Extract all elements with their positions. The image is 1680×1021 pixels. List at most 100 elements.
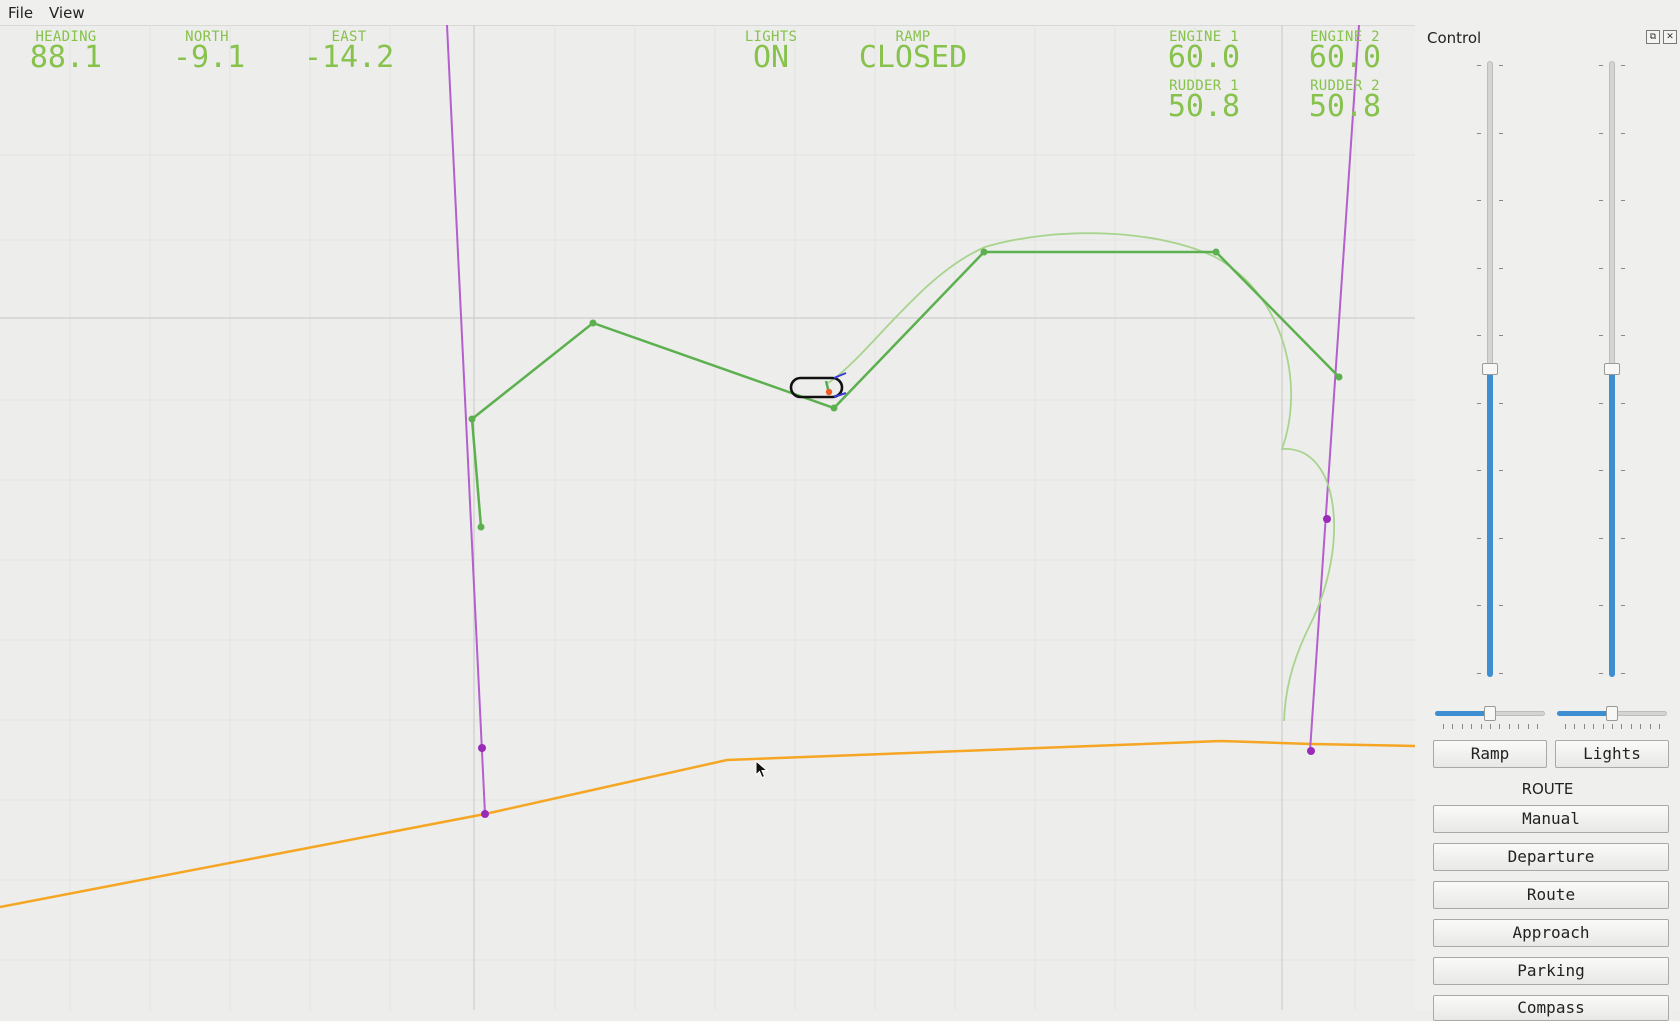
slider-tick	[1477, 335, 1481, 337]
slider-tick	[1499, 65, 1503, 66]
slider-tick	[1477, 402, 1481, 404]
slider-tick	[1621, 132, 1625, 134]
mouse-cursor-icon	[755, 760, 769, 779]
slider-tick	[1612, 724, 1613, 729]
boundary-markers	[478, 515, 1331, 818]
slider-tick	[1565, 724, 1566, 729]
engine-slider[interactable]	[1471, 61, 1511, 677]
slider-tick	[1477, 65, 1481, 66]
slider-tick	[1659, 724, 1660, 729]
slider-handle[interactable]	[1604, 363, 1620, 375]
navigation-map[interactable]	[0, 25, 1415, 1010]
readout-label: LIGHTS	[744, 29, 798, 45]
readout-label: HEADING	[35, 29, 97, 45]
rudder-slider[interactable]	[1593, 61, 1633, 677]
slider-tick	[1477, 537, 1481, 539]
slider-tick	[1599, 470, 1603, 472]
menu-bar: File View	[0, 0, 1680, 26]
boundary-line-east	[1309, 25, 1360, 752]
manual-button[interactable]: Manual	[1433, 805, 1669, 833]
approach-button[interactable]: Approach	[1433, 919, 1669, 947]
slider-tick	[1499, 335, 1503, 337]
compass-button[interactable]: Compass	[1433, 995, 1669, 1021]
slider-tick	[1621, 335, 1625, 337]
slider-tick	[1499, 267, 1503, 269]
close-icon[interactable]: ✕	[1663, 30, 1677, 44]
slider-tick	[1477, 267, 1481, 269]
planned-trajectory	[827, 232, 1335, 722]
ramp-button[interactable]: Ramp	[1433, 740, 1547, 768]
readout-value: 50.8	[1167, 89, 1241, 124]
slider-tick	[1593, 724, 1595, 729]
slider-tick	[1461, 724, 1463, 729]
slider-tick	[1640, 724, 1642, 729]
slider-tick	[1499, 470, 1503, 472]
slider-tick	[1621, 537, 1625, 539]
lights-button[interactable]: Lights	[1555, 740, 1669, 768]
slider-tick	[1599, 132, 1603, 134]
slider-tick	[1621, 402, 1625, 404]
slider-tick	[1518, 724, 1520, 729]
slider-fill	[1435, 711, 1490, 716]
slider-tick	[1599, 402, 1603, 404]
slider-tick	[1480, 724, 1482, 729]
readout-engine-1: ENGINE 1 60.0	[1156, 29, 1252, 73]
readout-label: RUDDER 2	[1310, 78, 1380, 94]
slider-handle[interactable]	[1606, 706, 1618, 721]
vessel-icon[interactable]	[789, 372, 847, 399]
slider-tick	[1599, 335, 1603, 337]
readout-label: NORTH	[185, 29, 229, 45]
slider-tick	[1499, 132, 1503, 134]
slider-tick	[1599, 537, 1603, 539]
readout-north: NORTH -9.1	[173, 29, 245, 73]
departure-button[interactable]: Departure	[1433, 843, 1669, 871]
readout-engine-2: ENGINE 2 60.0	[1297, 29, 1393, 73]
control-panel: Control ⧉ ✕ Ramp Lights ROUTE Manual Dep…	[1415, 25, 1680, 1021]
float-icon[interactable]: ⧉	[1646, 30, 1660, 44]
route-button[interactable]: Route	[1433, 881, 1669, 909]
slider-tick	[1621, 673, 1625, 674]
slider-fill	[1487, 369, 1493, 677]
slider-tick	[1499, 537, 1503, 539]
slider-tick	[1537, 724, 1538, 729]
route-waypoints	[468, 248, 1343, 531]
slider-tick	[1649, 724, 1651, 729]
slider-tick	[1602, 724, 1604, 729]
slider-tick	[1574, 724, 1576, 729]
boundary-line-west	[446, 25, 486, 815]
slider-tick	[1452, 724, 1454, 729]
slider-fill	[1557, 711, 1612, 716]
readout-rudder-1: RUDDER 1 50.8	[1156, 78, 1252, 122]
readout-label: ENGINE 1	[1169, 29, 1239, 45]
slider-tick	[1477, 132, 1481, 134]
readout-value: 88.1	[29, 40, 103, 75]
slider-tick	[1477, 470, 1481, 472]
slider-tick	[1599, 267, 1603, 269]
slider-tick	[1499, 673, 1503, 674]
slider-handle[interactable]	[1484, 706, 1496, 721]
map-axes	[0, 25, 1415, 1010]
slider-handle[interactable]	[1482, 363, 1498, 375]
slider-tick	[1490, 724, 1491, 729]
slider-tick	[1630, 724, 1632, 729]
readout-value: ON	[752, 40, 790, 75]
slider-tick	[1621, 200, 1625, 202]
readout-lights: LIGHTS ON	[732, 29, 810, 73]
menu-file[interactable]: File	[8, 4, 34, 22]
shoreline-path	[0, 739, 1415, 909]
readout-label: EAST	[331, 29, 367, 45]
parking-button[interactable]: Parking	[1433, 957, 1669, 985]
slider-tick	[1599, 605, 1603, 607]
slider-tick	[1621, 605, 1625, 607]
slider-tick	[1621, 470, 1625, 472]
slider-tick	[1599, 200, 1603, 202]
readout-rudder-2: RUDDER 2 50.8	[1297, 78, 1393, 122]
slider-tick	[1477, 673, 1481, 674]
readout-label: ENGINE 2	[1310, 29, 1380, 45]
slider-tick	[1443, 724, 1444, 729]
slider-tick	[1621, 724, 1623, 729]
menu-view[interactable]: View	[49, 4, 85, 22]
engine-balance-slider[interactable]	[1435, 706, 1545, 734]
rudder-balance-slider[interactable]	[1557, 706, 1667, 734]
map-canvas[interactable]: HEADING 88.1 NORTH -9.1 EAST -14.2 LIGHT…	[0, 25, 1415, 1010]
